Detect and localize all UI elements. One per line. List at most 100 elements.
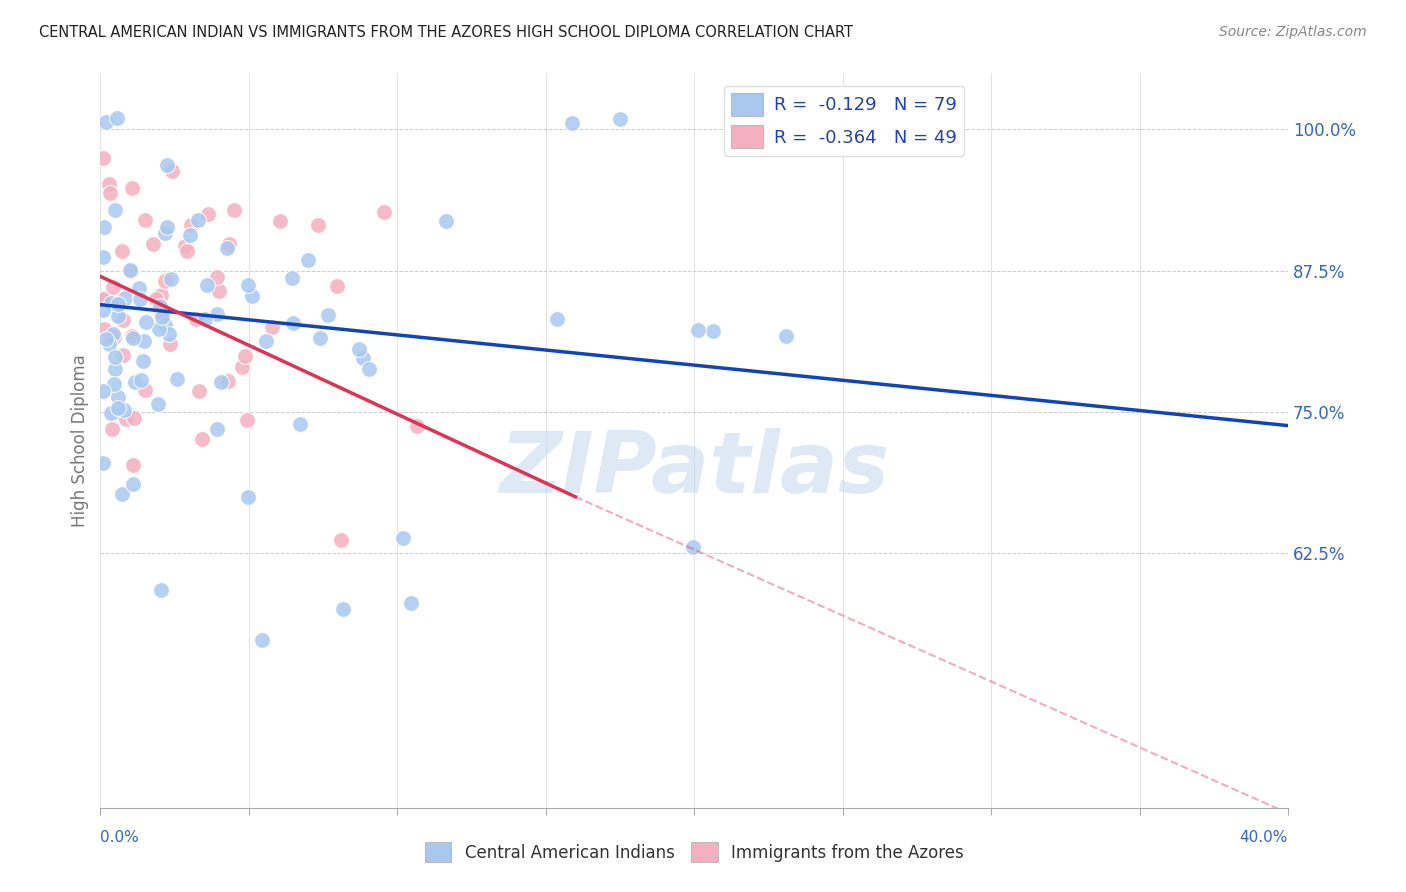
Point [111,487,134,501]
Point [329,533,352,548]
Point [357,362,380,376]
Point [91,250,114,264]
Point [98,336,121,351]
Y-axis label: High School Diploma: High School Diploma [72,354,89,526]
Point [155,274,177,288]
Point [107,309,129,323]
Point [191,432,214,446]
Text: Source: ZipAtlas.com: Source: ZipAtlas.com [1219,25,1367,39]
Point [254,334,277,349]
Point [166,372,188,386]
Point [250,632,273,647]
Point [349,342,371,356]
Point [134,383,156,397]
Point [93,219,115,234]
Point [129,292,152,306]
Point [209,375,232,389]
Point [308,331,330,345]
Point [121,329,143,343]
Point [149,299,172,313]
Point [688,323,710,337]
Point [91,456,114,470]
Point [103,330,125,344]
Point [134,213,156,227]
Point [217,374,239,388]
Point [160,164,183,178]
Point [561,116,583,130]
Point [159,336,181,351]
Point [352,351,374,365]
Point [546,312,568,326]
Point [93,291,115,305]
Point [179,227,201,242]
Point [269,214,291,228]
Point [176,244,198,258]
Point [135,315,157,329]
Point [240,289,263,303]
Point [91,151,114,165]
Point [218,236,240,251]
Point [112,403,135,417]
Point [188,384,211,398]
Point [290,417,312,431]
Point [107,297,129,311]
Text: CENTRAL AMERICAN INDIAN VS IMMIGRANTS FROM THE AZORES HIGH SCHOOL DIPLOMA CORREL: CENTRAL AMERICAN INDIAN VS IMMIGRANTS FR… [39,25,853,40]
Point [115,411,138,425]
Point [187,213,209,227]
Point [128,281,150,295]
Point [104,362,127,376]
Point [332,602,354,616]
Text: 0.0%: 0.0% [100,830,139,845]
Point [208,284,231,298]
Point [112,348,135,362]
Point [195,277,218,292]
Point [148,322,170,336]
Point [156,158,179,172]
Point [153,226,176,240]
Point [150,288,173,302]
Point [231,360,253,375]
Point [122,476,145,491]
Point [392,531,415,545]
Point [373,204,395,219]
Point [197,207,219,221]
Point [153,318,176,332]
Point [205,307,228,321]
Point [157,326,180,341]
Point [316,308,339,322]
Legend: Central American Indians, Immigrants from the Azores: Central American Indians, Immigrants fro… [418,836,970,869]
Point [281,271,304,285]
Point [307,219,329,233]
Point [105,111,128,125]
Point [111,244,134,258]
Point [682,540,704,554]
Point [132,334,155,348]
Point [107,401,129,416]
Point [326,279,349,293]
Point [94,114,117,128]
Point [121,331,143,345]
Point [129,374,152,388]
Point [702,325,724,339]
Point [91,292,114,306]
Point [100,406,122,420]
Point [122,458,145,473]
Point [194,311,217,326]
Point [406,419,429,434]
Point [91,302,114,317]
Point [149,583,172,598]
Point [98,186,121,201]
Point [132,353,155,368]
Point [124,376,146,390]
Point [111,313,134,327]
Point [238,490,260,504]
Point [609,112,631,127]
Point [224,202,246,217]
Point [91,384,114,398]
Point [105,296,128,310]
Point [297,253,319,268]
Point [281,316,304,330]
Text: 40.0%: 40.0% [1240,830,1288,845]
Point [775,328,797,343]
Point [146,397,169,411]
